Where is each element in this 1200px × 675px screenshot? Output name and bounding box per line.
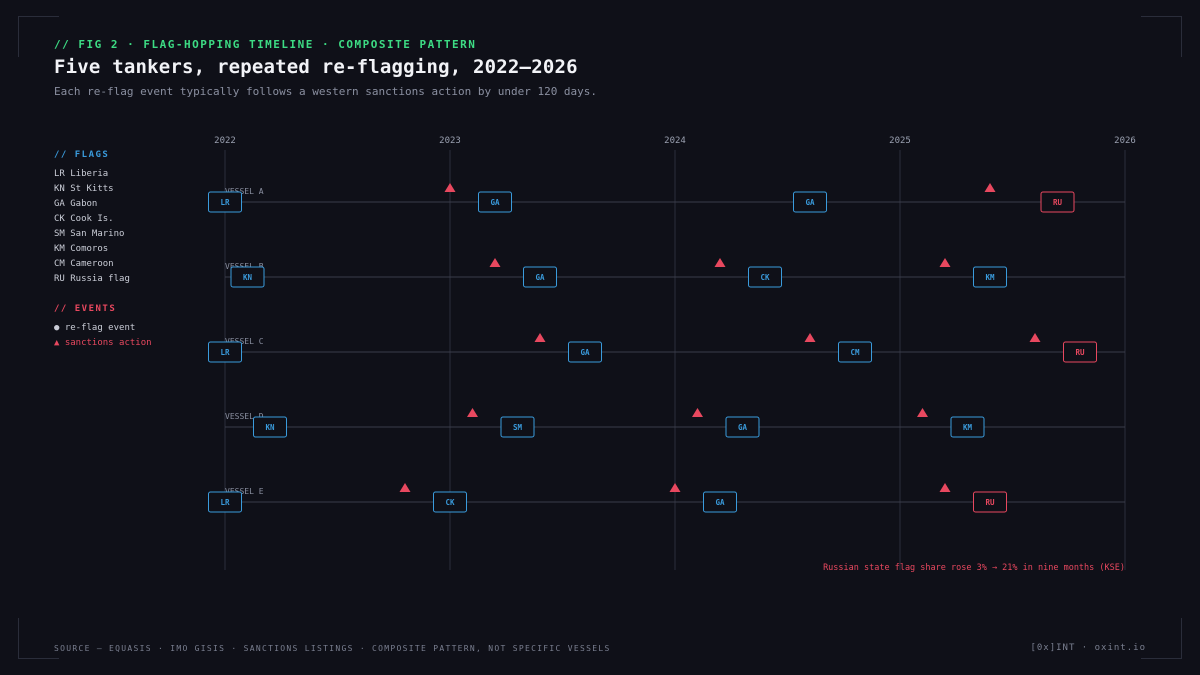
flag-badge — [748, 266, 782, 288]
sanction-marker — [399, 483, 411, 492]
sanction-marker — [467, 408, 478, 417]
year-tick-label: 2023 — [439, 136, 461, 146]
legend: // FLAGS LR Liberia KN St Kitts GA Gabon… — [54, 150, 204, 351]
sanction-marker — [669, 483, 681, 492]
sanction-marker — [939, 483, 951, 492]
flag-badge-code: RU — [1053, 198, 1063, 207]
flag-badge — [838, 341, 872, 363]
legend-event-reflag: ● re-flag event — [54, 323, 136, 333]
chart-annotation: Russian state flag share rose 3% → 21% i… — [823, 563, 1125, 573]
frame-corner-bottom-left — [18, 618, 59, 659]
sanction-marker — [917, 408, 928, 417]
sanction-marker — [692, 408, 703, 417]
flag-badge-code: CK — [445, 498, 455, 507]
flag-badge-code: LR — [220, 348, 230, 357]
flag-badge — [973, 266, 1007, 288]
flag-badge-code: LR — [220, 198, 230, 207]
flag-badge — [253, 416, 287, 438]
legend-flags-heading: // FLAGS — [54, 150, 110, 160]
sanction-marker — [939, 258, 951, 267]
flag-badge-code: RU — [1075, 348, 1085, 357]
flag-badge — [703, 491, 737, 513]
brand-footer: [0x]INT · oxint.io — [1030, 643, 1146, 653]
flag-badge-code: GA — [580, 348, 590, 357]
flag-badge — [523, 266, 557, 288]
year-tick-label: 2022 — [214, 136, 236, 146]
vessel-label: VESSEL C — [225, 337, 264, 346]
flag-badge-code: CM — [850, 348, 860, 357]
page-title: Five tankers, repeated re-flagging, 2022… — [54, 56, 578, 78]
page-subtitle: Each re-flag event typically follows a w… — [54, 85, 598, 98]
sanction-marker — [984, 183, 996, 192]
legend-flag-item: LR Liberia — [54, 169, 109, 179]
legend-flag-item: KN St Kitts — [54, 184, 114, 194]
vessel-lane: VESSEL A LR GA GA RU — [208, 183, 1125, 213]
sanction-marker — [804, 333, 816, 342]
flag-badge-code: RU — [985, 498, 995, 507]
flag-badge — [433, 491, 467, 513]
vessel-lane: VESSEL DKN SM GA KM — [225, 408, 1125, 438]
frame-corner-top-right — [1141, 16, 1182, 57]
source-footer: SOURCE — EQUASIS · IMO GISIS · SANCTIONS… — [54, 644, 611, 653]
flag-badge-code: KM — [985, 273, 995, 282]
vessel-label: VESSEL D — [225, 412, 264, 421]
year-tick-label: 2026 — [1114, 136, 1136, 146]
legend-events-heading: // EVENTS — [54, 304, 117, 314]
sanction-marker — [714, 258, 726, 267]
flag-badge-code: SM — [513, 423, 523, 432]
flag-badge-code: GA — [535, 273, 545, 282]
flag-badge-code: GA — [738, 423, 748, 432]
flag-badge — [973, 491, 1007, 513]
flag-badge — [950, 416, 985, 438]
legend-flag-item: SM San Marino — [54, 229, 125, 239]
frame-corner-bottom-right — [1141, 618, 1182, 659]
legend-flag-item: CK Cook Is. — [54, 214, 114, 224]
flag-badge — [478, 191, 512, 213]
vessel-lane: VESSEL C LR GA CM RU — [208, 333, 1125, 363]
vessel-label: VESSEL E — [225, 487, 264, 496]
flag-badge — [793, 191, 827, 213]
flag-badge — [500, 416, 535, 438]
legend-flag-item: RU Russia flag — [54, 274, 130, 284]
flag-badge — [568, 341, 602, 363]
flag-badge-code: KN — [243, 273, 253, 282]
year-tick-label: 2025 — [889, 136, 911, 146]
flag-badge-code: LR — [220, 498, 230, 507]
flag-badge — [208, 491, 242, 513]
vessel-lane: VESSEL E LR CK GA RU — [208, 483, 1125, 513]
flag-badge-code: GA — [715, 498, 725, 507]
figure-kicker: // FIG 2 · FLAG-HOPPING TIMELINE · COMPO… — [54, 38, 477, 51]
flag-badge-code: GA — [490, 198, 500, 207]
legend-flag-item: CM Cameroon — [54, 259, 114, 269]
sanction-marker — [444, 183, 456, 192]
legend-flag-item: GA Gabon — [54, 199, 98, 209]
flag-badge — [1040, 191, 1075, 213]
flag-badge — [230, 266, 265, 288]
year-tick-label: 2024 — [664, 136, 686, 146]
legend-flag-item: KM Comoros — [54, 244, 109, 254]
flag-badge — [208, 191, 242, 213]
flag-badge-code: CK — [760, 273, 770, 282]
flag-badge — [208, 341, 242, 363]
flag-badge — [1063, 341, 1097, 363]
flag-badge — [725, 416, 760, 438]
legend-event-sanctions: ▲ sanctions action — [54, 338, 152, 348]
vessel-lane: VESSEL BKNGACKKM — [225, 258, 1125, 288]
vessel-label: VESSEL A — [225, 187, 264, 196]
flag-badge-code: KM — [963, 423, 973, 432]
sanction-marker — [489, 258, 501, 267]
flag-badge-code: KN — [265, 423, 275, 432]
frame-corner-top-left — [18, 16, 59, 57]
sanction-marker — [534, 333, 546, 342]
flag-badge-code: GA — [805, 198, 815, 207]
sanction-marker — [1029, 333, 1041, 342]
